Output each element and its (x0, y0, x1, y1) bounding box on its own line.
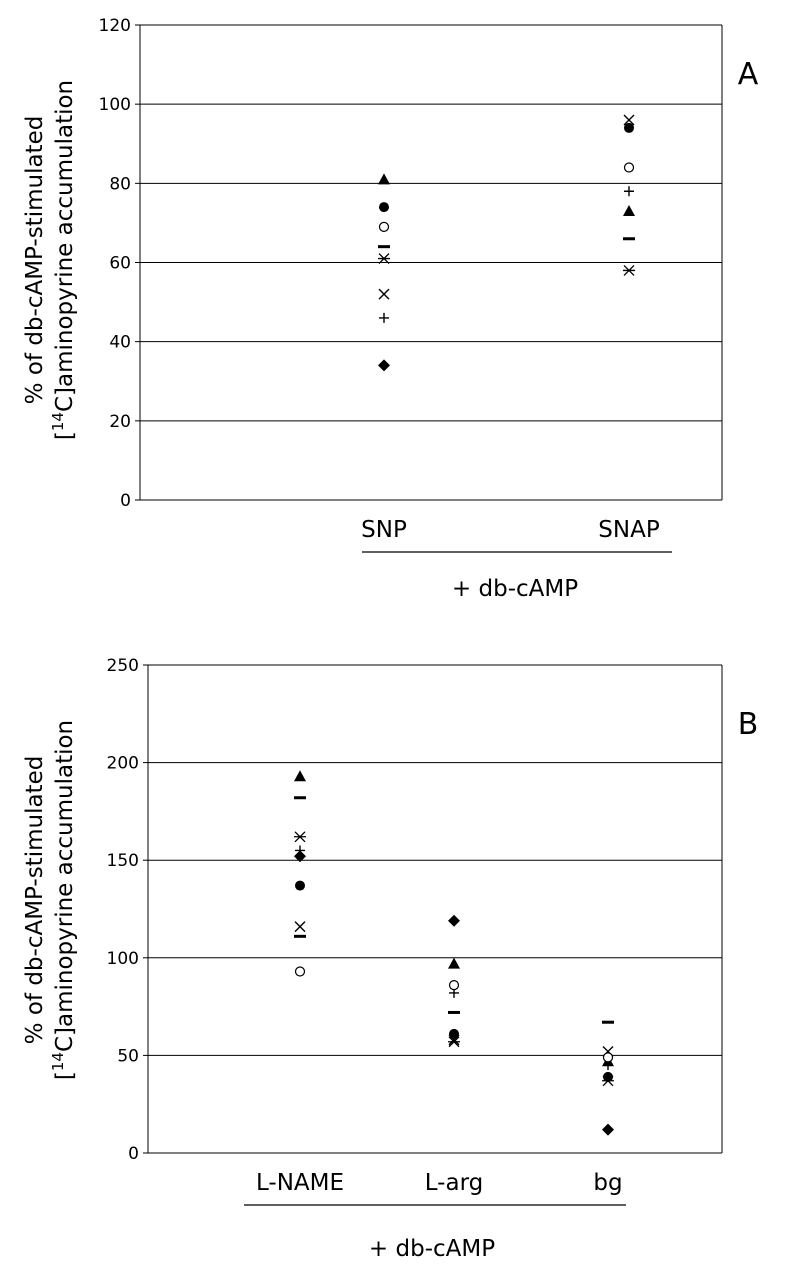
circle-marker (295, 880, 305, 891)
data-points (294, 770, 614, 1136)
dash-marker (294, 796, 306, 800)
y-tick-label: 60 (109, 254, 131, 274)
chart-panel-a: % of db-cAMP-stimulated [14C]aminopyrine… (22, 16, 759, 602)
dash-marker (602, 1020, 614, 1024)
y-tick-label: 200 (107, 754, 139, 774)
cross-marker (294, 921, 306, 933)
circle-marker (379, 202, 389, 213)
chart-panel-b: % of db-cAMP-stimulated [14C]aminopyrine… (22, 656, 758, 1262)
plus-marker (624, 186, 634, 197)
cross-marker (623, 114, 635, 126)
x-category-label: L-NAME (256, 1170, 344, 1196)
open-circle-marker (623, 162, 635, 173)
y-axis-label-line1: % of db-cAMP-stimulated (22, 116, 48, 405)
asterisk-marker (623, 264, 635, 276)
triangle-marker (623, 205, 635, 217)
circle-marker (624, 122, 634, 133)
triangle-marker (294, 770, 306, 782)
open-circle-marker (448, 980, 460, 991)
y-tick-label: 120 (99, 16, 131, 36)
panel-label-a: A (738, 57, 759, 92)
plus-marker (295, 845, 305, 856)
y-tick-label: 100 (107, 949, 139, 969)
y-tick-label: 80 (109, 174, 131, 194)
x-category-label: L-arg (425, 1170, 483, 1196)
x-category-label: SNAP (598, 517, 660, 543)
open-circle-marker (378, 221, 390, 232)
group-label-a: + db-cAMP (452, 576, 578, 602)
panel-label-b: B (738, 707, 759, 742)
triangle-marker (378, 173, 390, 185)
triangle-marker (448, 957, 460, 969)
y-tick-label: 40 (109, 333, 131, 353)
diamond-marker (602, 1123, 614, 1136)
dash-marker (623, 237, 635, 241)
dash-marker (448, 1010, 460, 1014)
y-tick-label: 50 (117, 1046, 139, 1066)
asterisk-marker (294, 831, 306, 843)
y-axis-label-line2: [14C]aminopyrine accumulation (49, 80, 78, 440)
dash-marker (294, 934, 306, 938)
circle-marker (449, 1028, 459, 1039)
y-tick-label: 0 (120, 491, 131, 511)
diamond-marker (294, 850, 306, 863)
cross-marker (378, 288, 390, 300)
asterisk-marker (448, 1036, 460, 1048)
y-axis-label: % of db-cAMP-stimulated [14C]aminopyrine… (22, 720, 78, 1080)
asterisk-marker (378, 253, 390, 265)
plus-marker (379, 312, 389, 323)
diamond-marker (378, 359, 390, 372)
y-tick-label: 20 (109, 412, 131, 432)
circle-marker (603, 1071, 613, 1082)
y-axis-label-line1: % of db-cAMP-stimulated (22, 756, 48, 1045)
data-points (378, 114, 635, 372)
x-category-label: SNP (361, 517, 407, 543)
plot-area: 0 50 100 150 200 250 L-NAME L-arg bg (107, 656, 723, 1206)
y-tick-label: 0 (128, 1144, 139, 1164)
x-category-label: bg (593, 1170, 622, 1196)
group-label-b: + db-cAMP (369, 1236, 495, 1262)
plot-area: 0 20 40 60 80 100 120 SNP SNAP (99, 16, 723, 553)
y-tick-label: 150 (107, 851, 139, 871)
diamond-marker (448, 914, 460, 927)
y-tick-label: 250 (107, 656, 139, 676)
dash-marker (378, 245, 390, 249)
y-axis-label: % of db-cAMP-stimulated [14C]aminopyrine… (22, 80, 78, 440)
y-tick-label: 100 (99, 95, 131, 115)
y-axis-label-line2: [14C]aminopyrine accumulation (49, 720, 78, 1080)
open-circle-marker (294, 966, 306, 977)
open-circle-marker (602, 1052, 614, 1063)
